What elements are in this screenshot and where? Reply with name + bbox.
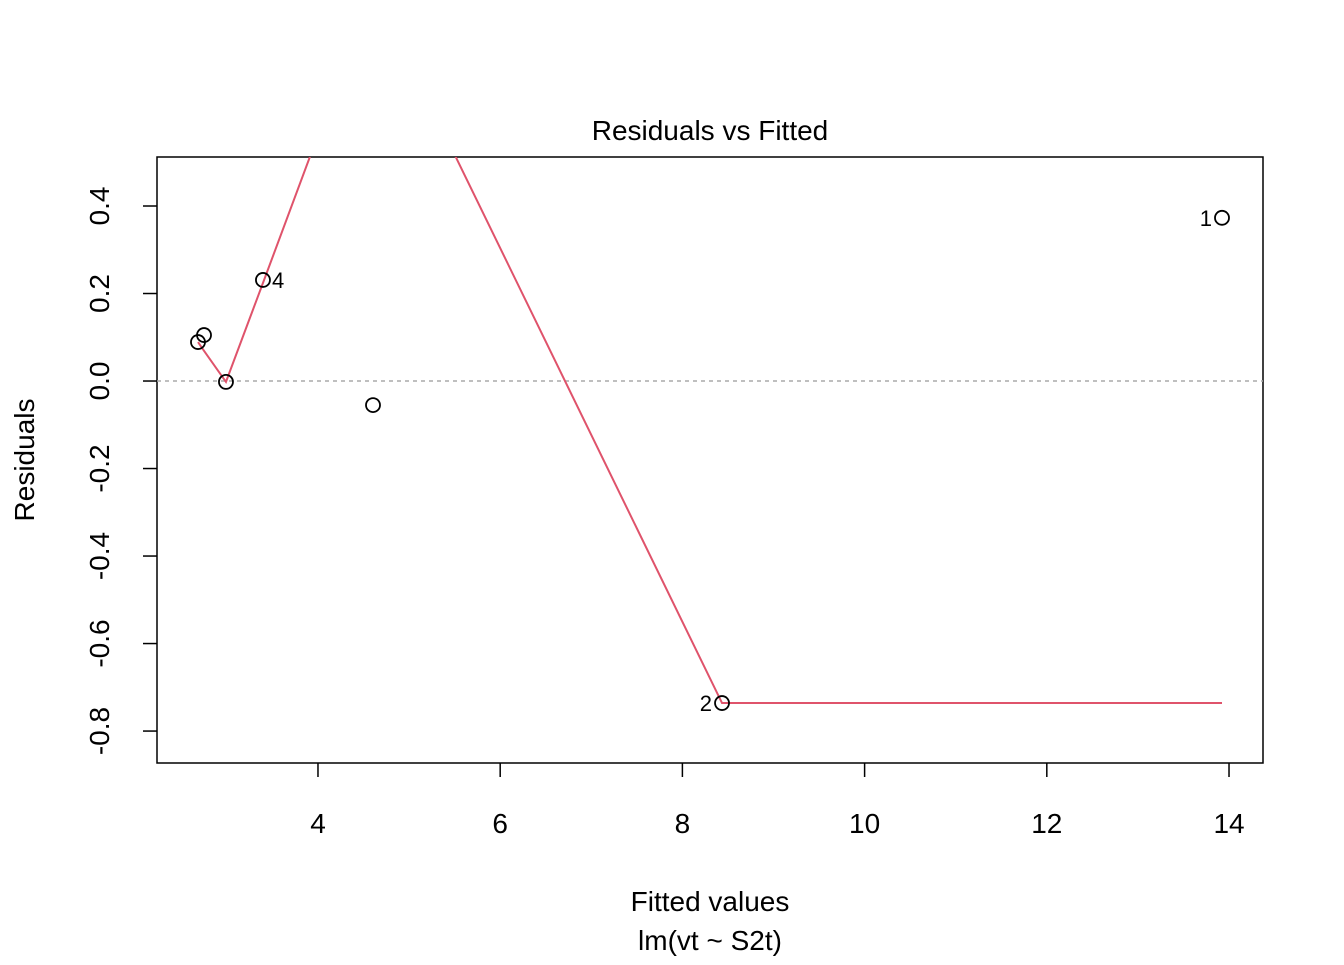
data-point — [365, 397, 381, 413]
y-tick-label: -0.6 — [84, 619, 115, 667]
data-point — [196, 327, 212, 343]
data-point — [255, 272, 271, 288]
x-tick-label: 14 — [1213, 808, 1244, 839]
y-axis-label: Residuals — [9, 399, 40, 522]
x-tick-label: 6 — [492, 808, 508, 839]
subtitle: lm(vt ~ S2t) — [638, 925, 782, 956]
data-point — [1214, 209, 1230, 226]
x-axis-label: Fitted values — [631, 886, 790, 917]
y-tick-label: 0.2 — [84, 274, 115, 313]
y-tick-label: 0.0 — [84, 362, 115, 401]
point-label: 2 — [700, 691, 712, 716]
y-tick-label: -0.8 — [84, 707, 115, 755]
data-point — [714, 695, 730, 711]
y-tick-label: -0.2 — [84, 444, 115, 492]
point-label: 4 — [272, 268, 284, 293]
point-label: 1 — [1200, 206, 1212, 231]
chart-title: Residuals vs Fitted — [592, 115, 829, 146]
plot-area — [197, 157, 1222, 705]
plot-frame — [156, 156, 1264, 764]
x-tick-label: 10 — [849, 808, 880, 839]
x-tick-label: 12 — [1031, 808, 1062, 839]
data-point — [218, 373, 234, 390]
y-tick-label: 0.4 — [84, 187, 115, 226]
x-tick-label: 4 — [310, 808, 326, 839]
x-tick-label: 8 — [675, 808, 691, 839]
smoother-line — [197, 157, 1222, 705]
y-tick-label: -0.4 — [84, 532, 115, 580]
